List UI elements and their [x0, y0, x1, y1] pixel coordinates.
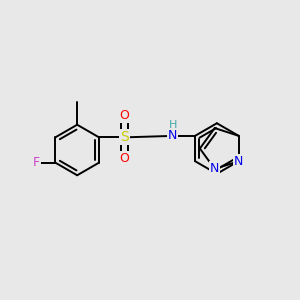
- Text: S: S: [120, 130, 129, 144]
- Text: H: H: [169, 120, 177, 130]
- Text: O: O: [119, 152, 129, 165]
- Text: O: O: [119, 110, 129, 122]
- Text: N: N: [168, 129, 177, 142]
- Text: N: N: [234, 154, 243, 168]
- Text: F: F: [32, 156, 40, 169]
- Text: N: N: [210, 163, 219, 176]
